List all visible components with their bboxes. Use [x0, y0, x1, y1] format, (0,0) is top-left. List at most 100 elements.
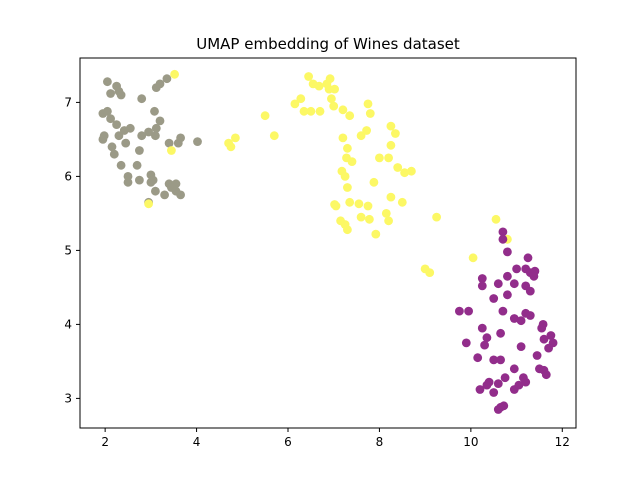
- data-point: [304, 72, 313, 81]
- data-point: [381, 209, 391, 218]
- data-point: [354, 199, 364, 209]
- chart-title: UMAP embedding of Wines dataset: [196, 35, 460, 53]
- data-point: [523, 253, 533, 263]
- data-point: [116, 160, 126, 170]
- data-point: [269, 131, 279, 141]
- data-point: [114, 131, 124, 141]
- axes-layer: 2 4 6 8 10 12 3 4 5 6 7: [64, 57, 577, 449]
- data-point: [151, 186, 160, 196]
- data-point: [107, 142, 117, 152]
- data-point: [509, 279, 519, 289]
- data-point: [425, 268, 435, 277]
- data-point: [148, 175, 158, 185]
- data-point: [493, 379, 503, 388]
- data-point: [296, 94, 306, 104]
- data-point: [260, 111, 270, 121]
- data-point: [386, 140, 396, 150]
- data-point: [509, 314, 519, 323]
- plot-frame: [79, 57, 577, 429]
- data-point: [546, 331, 556, 340]
- data-point: [482, 380, 492, 390]
- data-point: [384, 216, 393, 226]
- y-tick-label: 7: [64, 95, 72, 109]
- data-point: [144, 199, 154, 209]
- data-point: [155, 116, 165, 126]
- data-point: [503, 290, 512, 300]
- data-point: [151, 123, 161, 133]
- data-point: [314, 81, 324, 91]
- data-point: [516, 316, 526, 326]
- data-point: [509, 364, 519, 374]
- data-point: [514, 380, 524, 390]
- data-point: [343, 183, 352, 192]
- data-point: [330, 200, 339, 209]
- data-point: [482, 333, 492, 343]
- y-tick-label: 3: [64, 391, 72, 405]
- data-point: [475, 385, 485, 394]
- data-point: [369, 177, 379, 187]
- data-point: [176, 190, 186, 200]
- x-tick-label: 6: [284, 435, 292, 449]
- data-point: [343, 225, 352, 235]
- data-point: [461, 338, 471, 348]
- data-point: [315, 106, 325, 116]
- x-tick-label: 2: [101, 435, 109, 449]
- data-point: [330, 84, 339, 94]
- data-point: [150, 106, 159, 116]
- data-point: [375, 153, 384, 163]
- data-point: [345, 111, 355, 121]
- data-point: [329, 101, 339, 111]
- data-point: [503, 247, 512, 257]
- data-point: [170, 69, 180, 79]
- data-point: [386, 121, 396, 131]
- data-point: [325, 74, 335, 84]
- data-point: [162, 74, 172, 84]
- x-tick-label: 4: [193, 435, 201, 449]
- data-point: [123, 177, 133, 187]
- data-point: [537, 323, 547, 333]
- data-point: [393, 163, 403, 172]
- data-point: [132, 160, 142, 170]
- y-tick-label: 4: [64, 317, 72, 331]
- data-point: [135, 146, 144, 155]
- data-point: [356, 131, 366, 141]
- data-point: [347, 157, 357, 167]
- data-point: [521, 377, 531, 387]
- data-point: [365, 109, 375, 118]
- data-point: [112, 120, 121, 129]
- data-point: [541, 370, 551, 380]
- data-point: [480, 340, 489, 350]
- data-point: [137, 131, 147, 141]
- data-point: [503, 271, 512, 281]
- y-tick-label: 6: [64, 169, 72, 183]
- data-point: [226, 142, 236, 152]
- data-point: [455, 306, 464, 316]
- data-point: [386, 192, 396, 202]
- data-point: [512, 264, 521, 274]
- data-point: [477, 281, 487, 291]
- data-point: [103, 77, 112, 87]
- data-point: [164, 138, 174, 148]
- data-point: [496, 355, 505, 365]
- data-point: [106, 114, 115, 124]
- data-point: [299, 106, 309, 116]
- data-point: [407, 166, 416, 176]
- data-point: [176, 133, 186, 143]
- data-point: [493, 279, 503, 289]
- data-point: [489, 355, 499, 365]
- data-point: [151, 131, 160, 141]
- data-point: [116, 90, 126, 100]
- data-point: [477, 323, 487, 333]
- data-point: [365, 214, 374, 224]
- data-point: [529, 271, 539, 281]
- data-point: [363, 201, 373, 211]
- data-point: [391, 129, 400, 138]
- x-tick-label: 10: [463, 435, 478, 449]
- data-point: [356, 212, 366, 222]
- points-layer: [98, 69, 558, 414]
- data-point: [343, 143, 352, 153]
- data-point: [468, 253, 478, 263]
- data-point: [290, 99, 300, 109]
- data-point: [106, 89, 115, 98]
